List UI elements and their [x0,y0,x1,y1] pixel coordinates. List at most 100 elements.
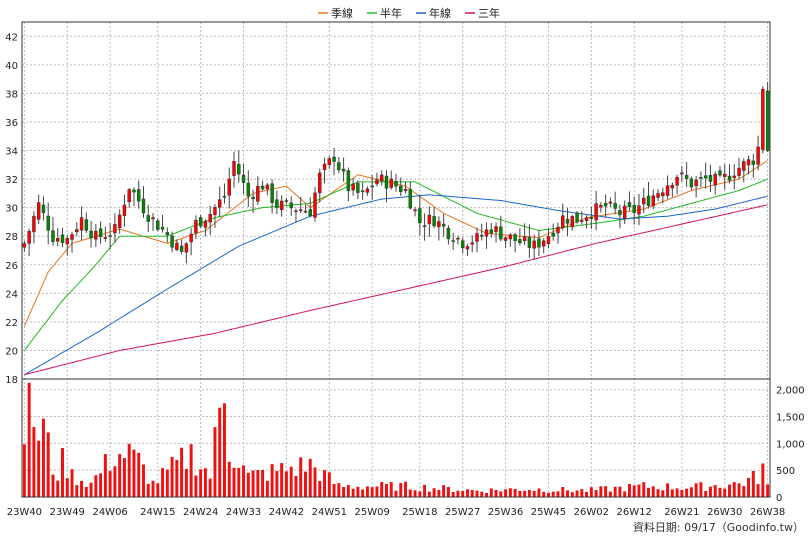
volume-tick-label: 1,500 [776,413,805,424]
volume-bar [108,471,112,497]
candle-body [522,236,527,242]
candle-body [27,231,31,244]
candle-body [160,226,165,230]
volume-bar [404,481,408,497]
volume-bar [289,466,293,497]
price-tick-label: 20 [5,346,18,357]
x-tick-label: 26W02 [574,507,609,518]
volume-bar [208,478,212,497]
candle-body [318,172,322,194]
x-tick-label: 25W09 [355,507,390,518]
volume-bar [142,464,145,497]
candle-body [246,182,251,197]
candle-body [208,213,212,223]
candle-body [541,240,546,247]
volume-bar [680,489,684,497]
volume-bar [375,486,379,497]
volume-bar [623,491,627,497]
candle-body [108,235,112,237]
candle-body [503,237,508,241]
volume-bar [151,480,155,497]
candle-body [632,205,636,213]
candle-body [551,232,555,237]
candle-body [622,205,627,219]
x-tick-label: 25W18 [402,507,437,518]
volume-bar [146,483,150,497]
candle-body [241,174,246,183]
price-tick-label: 18 [5,375,18,386]
volume-bar [75,485,79,497]
candle-body [532,240,536,249]
candle-body [680,172,684,175]
candle-body [94,230,98,240]
candle-body [165,232,170,236]
candle-body [508,234,513,240]
volume-bar [485,493,488,497]
candle-body [727,175,732,181]
volume-bar [399,483,403,497]
ma-line-三年 [24,204,768,376]
volume-bar [351,488,355,497]
candle-body [146,215,150,222]
candle-body [237,164,241,175]
candle-body [213,206,217,216]
candle-body [723,173,727,177]
candle-body [103,237,108,239]
candle-body [365,188,370,193]
volume-bar [594,489,598,497]
price-tick-label: 26 [5,261,18,272]
volume-bar [432,488,436,497]
volume-bar [742,486,746,497]
candle-body [356,183,360,193]
volume-bars [22,382,770,497]
candle-body [460,240,465,249]
volume-bar [342,487,346,497]
volume-bar [294,475,298,497]
volume-bar [65,478,69,497]
candle-body [60,234,65,244]
candle-body [418,208,422,224]
volume-bar [256,470,260,497]
candle-body [608,201,613,204]
candle-body [308,209,312,217]
volume-bar [575,490,579,497]
x-tick-label: 26W12 [617,507,652,518]
candle-body [327,158,332,165]
candle-body [575,212,579,223]
candle-body [279,200,284,211]
candle-body [732,175,736,178]
source-label: 資料日期: 09/17（Goodinfo.tw） [633,520,804,534]
volume-bar [218,407,222,497]
candle-body [22,243,27,248]
candle-body [51,230,55,242]
volume-bar [313,467,317,497]
x-tick-label: 26W38 [750,507,785,518]
volume-bar [346,485,350,497]
candle-body [556,226,560,234]
candle-body [546,236,551,244]
candle-body [132,189,136,193]
candle-body [265,184,270,190]
x-axis: 23W40 23W49 24W06 24W15 24W24 24W33 24W42 24W51… [7,507,786,518]
candlesticks [22,81,770,264]
volume-bar [723,488,727,497]
candle-body [270,183,274,203]
volume-bar [442,485,446,497]
candle-body [203,220,208,228]
price-tick-label: 40 [5,61,18,72]
volume-bar [332,483,336,497]
candle-body [260,185,265,190]
candle-body [156,220,160,230]
volume-bar [304,471,307,497]
price-tick-label: 34 [5,147,18,158]
candle-body [375,179,379,185]
x-tick-label: 24W51 [312,507,347,518]
volume-bar [161,468,165,497]
candle-body [627,202,632,208]
candle-body [89,230,93,239]
volume-bar [699,482,703,497]
volume-bar [704,490,708,497]
volume-bar [94,475,98,497]
volume-tick-label: 2,000 [776,386,805,397]
volume-bar [261,469,265,497]
